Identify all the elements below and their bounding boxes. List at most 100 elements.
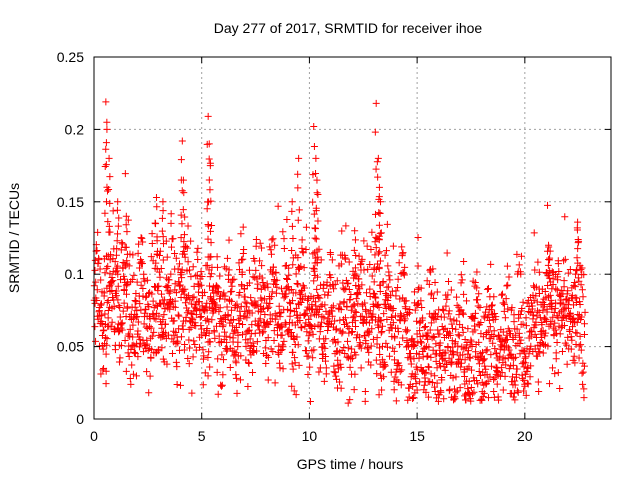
data-point [386,303,394,311]
data-point [376,287,384,295]
data-point [448,393,456,401]
data-point [248,348,256,356]
data-point [487,351,495,359]
data-point [364,265,372,273]
data-point [365,348,373,356]
data-point [428,379,436,387]
data-point [321,344,329,352]
data-point [204,221,212,229]
data-point [515,261,523,269]
data-point [306,363,314,371]
data-point [197,281,205,289]
data-point [424,352,432,360]
data-point [177,333,185,341]
data-point [457,363,465,371]
data-point [548,305,556,313]
data-point [256,257,264,265]
data-point [432,315,440,323]
plot-frame [93,56,612,420]
data-point [580,271,588,279]
data-point [422,388,430,396]
data-point [322,335,330,343]
data-point [518,360,526,368]
data-point [338,227,346,235]
data-point [205,329,213,337]
data-point [503,262,511,270]
data-point [418,304,426,312]
data-point [511,396,519,404]
data-point [452,325,460,333]
data-point [376,257,384,265]
data-point [245,326,253,334]
y-axis-label: SRMTID / TECUs [6,183,22,293]
data-point [343,353,351,361]
data-point [546,267,554,275]
data-point [563,341,571,349]
data-point [295,154,303,162]
data-point [159,233,167,241]
data-point [236,376,244,384]
data-point [317,323,325,331]
data-point [574,218,582,226]
data-point [552,329,560,337]
data-point [101,209,109,217]
data-point [377,371,385,379]
data-point [441,366,449,374]
data-point [228,297,236,305]
data-point [170,317,178,325]
data-point [298,236,306,244]
data-point [240,285,248,293]
data-point [173,363,181,371]
data-point [184,258,192,266]
data-point [291,354,299,362]
data-point [112,292,120,300]
data-point [212,301,220,309]
data-point [570,278,578,286]
data-point [375,221,383,229]
data-point [367,361,375,369]
data-point [491,345,499,353]
data-point [374,173,382,181]
data-point [135,240,143,248]
data-point [287,306,295,314]
data-point [391,373,399,381]
data-point [180,243,188,251]
data-point [566,309,574,317]
data-point [517,252,525,260]
data-point [127,380,135,388]
data-point [487,302,495,310]
data-point [184,222,192,230]
data-point [454,342,462,350]
data-point [387,291,395,299]
data-point [511,381,519,389]
data-point [546,301,554,309]
data-point [160,240,168,248]
data-point [166,305,174,313]
data-point [277,322,285,330]
data-point [327,273,335,281]
data-point [433,288,441,296]
data-point [133,340,141,348]
data-point [213,253,221,261]
data-point [146,323,154,331]
data-point [355,252,363,260]
data-point [145,303,153,311]
data-point [467,397,475,405]
data-point [575,342,583,350]
data-point [404,309,412,317]
data-point [407,360,415,368]
data-point [533,352,541,360]
data-point [544,281,552,289]
data-point [545,293,553,301]
data-point [451,338,459,346]
data-point [129,333,137,341]
data-point [180,189,188,197]
data-point [116,354,124,362]
data-point [152,220,160,228]
data-point [564,304,572,312]
data-point [360,237,368,245]
data-point [124,279,132,287]
data-point [504,281,512,289]
data-point [350,246,358,254]
data-point [504,305,512,313]
